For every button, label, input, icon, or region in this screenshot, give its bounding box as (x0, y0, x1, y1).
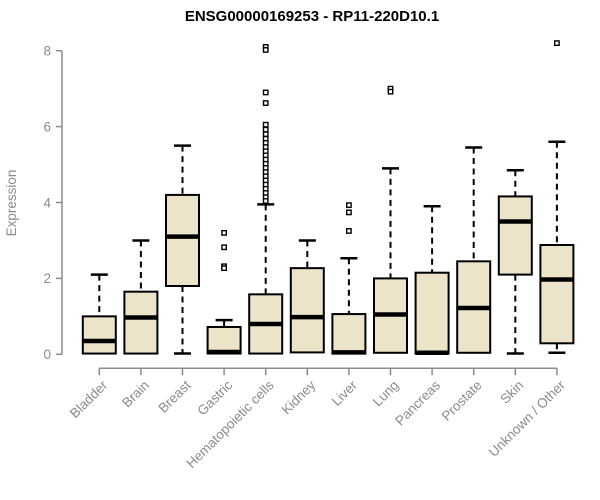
y-tick-label: 4 (43, 195, 51, 210)
y-tick-label: 0 (43, 347, 51, 362)
x-tick-label: Lung (370, 378, 402, 410)
y-axis-title: Expression (4, 170, 19, 237)
x-tick-label: Breast (155, 377, 193, 415)
y-tick-label: 8 (43, 44, 51, 59)
outlier-point (346, 228, 352, 234)
outlier-point (262, 126, 269, 133)
box-bladder (81, 315, 117, 355)
x-tick-label: Prostate (439, 378, 485, 424)
outlier-point (387, 88, 394, 95)
box-kidney (289, 267, 325, 354)
outlier-point (346, 209, 352, 216)
outlier-point (221, 244, 227, 251)
box-liver (331, 313, 367, 355)
x-tick-label: Skin (497, 378, 526, 407)
outlier-point (346, 202, 352, 209)
x-tick-label: Bladder (67, 377, 111, 421)
y-tick-label: 2 (43, 271, 51, 286)
box-breast (165, 193, 200, 287)
outlier-point (554, 40, 560, 47)
x-tick-label: Pancreas (392, 377, 443, 428)
y-tick-label: 6 (43, 119, 51, 134)
x-tick-label: Unknown / Other (486, 377, 569, 460)
chart-title: ENSG00000169253 - RP11-220D10.1 (185, 8, 439, 25)
box-unknown-other (539, 244, 575, 345)
outlier-point (262, 121, 269, 128)
x-tick-label: Gastric (194, 377, 235, 418)
outlier-point (262, 131, 269, 138)
outlier-point (262, 198, 269, 204)
outlier-point (262, 100, 269, 106)
box-brain (123, 290, 159, 355)
x-tick-label: Kidney (279, 377, 319, 417)
box-gastric (206, 325, 242, 355)
box-skin (497, 195, 533, 276)
x-tick-label: Liver (329, 377, 361, 409)
outlier-point (221, 265, 227, 272)
outlier-point (221, 229, 227, 236)
outlier-point (262, 47, 269, 53)
outlier-point (262, 89, 269, 96)
x-tick-label: Brain (119, 378, 152, 411)
box-pancreas (414, 271, 450, 355)
